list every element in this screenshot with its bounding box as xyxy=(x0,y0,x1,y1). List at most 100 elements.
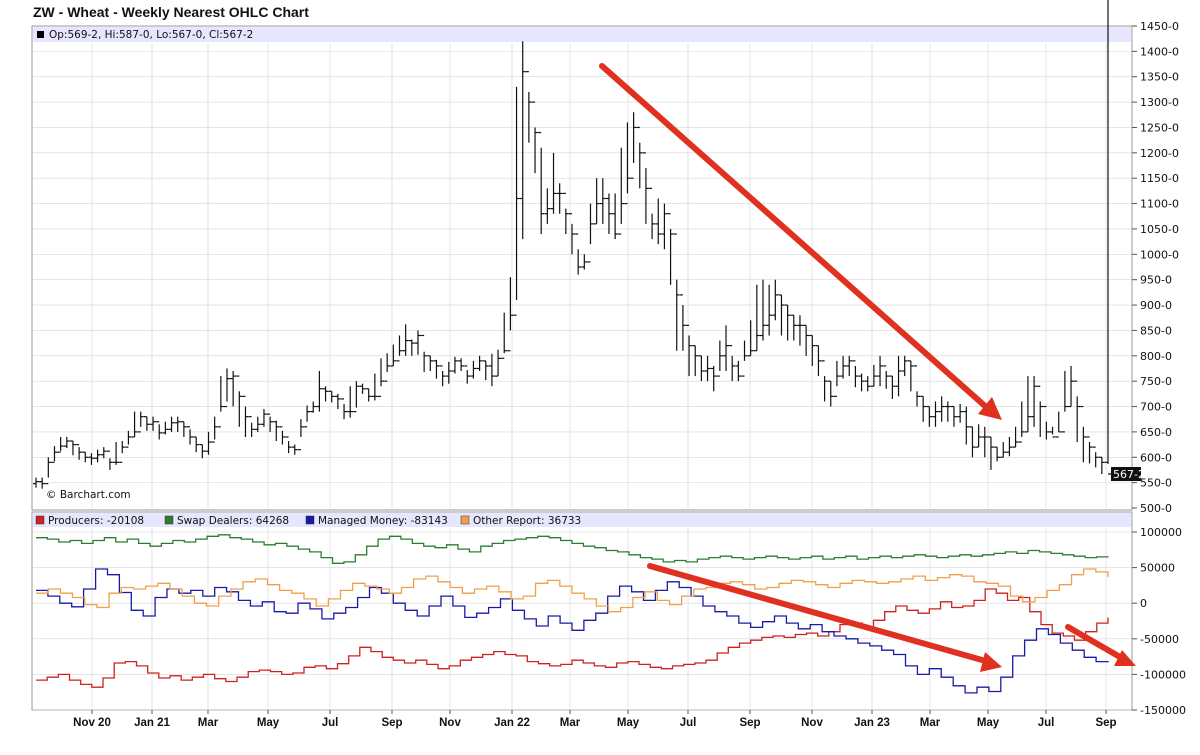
ohlc-bar xyxy=(100,447,107,459)
price-tick-label: 1250-0 xyxy=(1140,121,1179,134)
ohlc-bar xyxy=(433,359,440,379)
ohlc-bar xyxy=(599,178,606,224)
ohlc-bar xyxy=(796,315,803,346)
price-legend-text: Op:569-2, Hi:587-0, Lo:567-0, Cl:567-2 xyxy=(49,29,253,41)
cot-series-line xyxy=(36,568,1109,694)
ohlc-bar xyxy=(291,444,298,455)
x-tick-label: Jan 23 xyxy=(854,717,890,729)
ohlc-bar xyxy=(273,420,280,442)
ohlc-bar xyxy=(1080,405,1087,463)
last-price-tag: 567-2 xyxy=(1111,467,1145,481)
ohlc-bar xyxy=(1105,0,1111,475)
ohlc-bar xyxy=(1049,426,1056,438)
x-tick-label: Jan 21 xyxy=(134,717,170,729)
ohlc-bar xyxy=(150,416,157,431)
ohlc-bar xyxy=(649,187,656,240)
price-tick-label: 650-0 xyxy=(1140,426,1172,439)
ohlc-bar xyxy=(396,335,403,362)
cot-series-line xyxy=(36,588,1109,688)
price-tick-label: 1000-0 xyxy=(1140,248,1179,261)
ohlc-bar xyxy=(809,334,816,366)
cot-lines xyxy=(36,534,1109,694)
price-tick-label: 1400-0 xyxy=(1140,45,1179,58)
ohlc-bar xyxy=(741,340,748,377)
ohlc-bar xyxy=(365,388,372,402)
ohlc-bar xyxy=(932,401,939,427)
ohlc-bar xyxy=(581,254,588,270)
ohlc-bar xyxy=(507,277,514,352)
second-trend-arrow-shaft xyxy=(1065,624,1123,660)
x-tick-label: Mar xyxy=(198,717,219,729)
cot-legend-label: Swap Dealers: 64268 xyxy=(177,515,289,527)
ohlc-bar xyxy=(840,355,847,379)
ohlc-bar xyxy=(981,426,988,458)
date-x-axis: Nov 20 Jan 21 Mar May Jul Sep Nov Jan 22 Mar May J… xyxy=(73,710,1117,729)
ohlc-bar xyxy=(877,355,884,387)
ohlc-bar xyxy=(131,411,138,438)
price-tick-label: 550-0 xyxy=(1140,477,1172,490)
ohlc-bar xyxy=(211,416,218,443)
ohlc-bar xyxy=(914,365,921,407)
ohlc-bar xyxy=(421,334,428,373)
ohlc-bar xyxy=(901,355,908,377)
ohlc-bar xyxy=(630,112,637,179)
x-tick-label: May xyxy=(617,717,640,729)
ohlc-bar xyxy=(772,279,779,321)
ohlc-bar xyxy=(920,395,927,422)
ohlc-bar xyxy=(673,233,680,351)
ohlc-bar xyxy=(230,371,237,407)
ohlc-bar xyxy=(408,339,415,356)
x-tick-label: May xyxy=(977,717,1000,729)
x-tick-label: Nov 20 xyxy=(73,717,111,729)
cot-tick-label: 100000 xyxy=(1140,526,1182,539)
price-tick-label: 950-0 xyxy=(1140,274,1172,287)
ohlc-bar xyxy=(513,86,520,316)
ohlc-bar xyxy=(267,413,274,432)
cot-series-line xyxy=(36,568,1109,613)
x-tick-label: Mar xyxy=(560,717,581,729)
cot-legend-label: Producers: -20108 xyxy=(48,515,144,527)
ohlc-bar xyxy=(39,477,46,489)
ohlc-bar xyxy=(636,126,643,189)
ohlc-bar xyxy=(353,381,360,413)
ohlc-bar xyxy=(378,358,385,397)
ohlc-bar xyxy=(778,294,785,336)
ohlc-bar xyxy=(944,401,951,422)
ohlc-bar xyxy=(544,188,551,224)
ohlc-bar xyxy=(667,213,674,285)
x-tick-label: Jul xyxy=(680,717,697,729)
ohlc-bar xyxy=(686,324,693,377)
ohlc-bar xyxy=(162,421,169,435)
ohlc-bar xyxy=(310,401,317,413)
ohlc-bar xyxy=(193,436,200,453)
ohlc-bars xyxy=(33,0,1111,489)
cot-grid xyxy=(33,528,1131,711)
ohlc-bar xyxy=(895,355,902,397)
price-trend-arrow-shaft xyxy=(599,63,988,409)
ohlc-bar xyxy=(439,365,446,387)
managed-money-trend-arrow-shaft xyxy=(647,563,985,663)
ohlc-bar xyxy=(723,325,730,372)
ohlc-bar xyxy=(402,324,409,356)
ohlc-bar xyxy=(975,424,982,448)
ohlc-bar xyxy=(168,416,175,432)
ohlc-bar xyxy=(1012,426,1019,448)
ohlc-bar xyxy=(236,375,243,427)
ohlc-bar xyxy=(82,451,89,463)
ohlc-bar xyxy=(655,198,662,245)
ohlc-bar xyxy=(451,356,458,374)
ohlc-bar xyxy=(242,395,249,437)
cot-legend-swatch xyxy=(460,515,470,525)
ohlc-bar xyxy=(328,390,335,403)
price-panel-frame xyxy=(31,25,1133,511)
last-price-tag-box xyxy=(1111,467,1141,481)
price-tick-label: 850-0 xyxy=(1140,324,1172,337)
ohlc-bar xyxy=(593,178,600,225)
ohlc-bar xyxy=(414,330,421,355)
ohlc-bar xyxy=(57,436,64,453)
ohlc-bar xyxy=(63,436,70,449)
ohlc-bar xyxy=(458,358,465,372)
ohlc-bar xyxy=(864,376,871,392)
ohlc-bar xyxy=(784,304,791,341)
ohlc-bar xyxy=(1055,411,1062,438)
